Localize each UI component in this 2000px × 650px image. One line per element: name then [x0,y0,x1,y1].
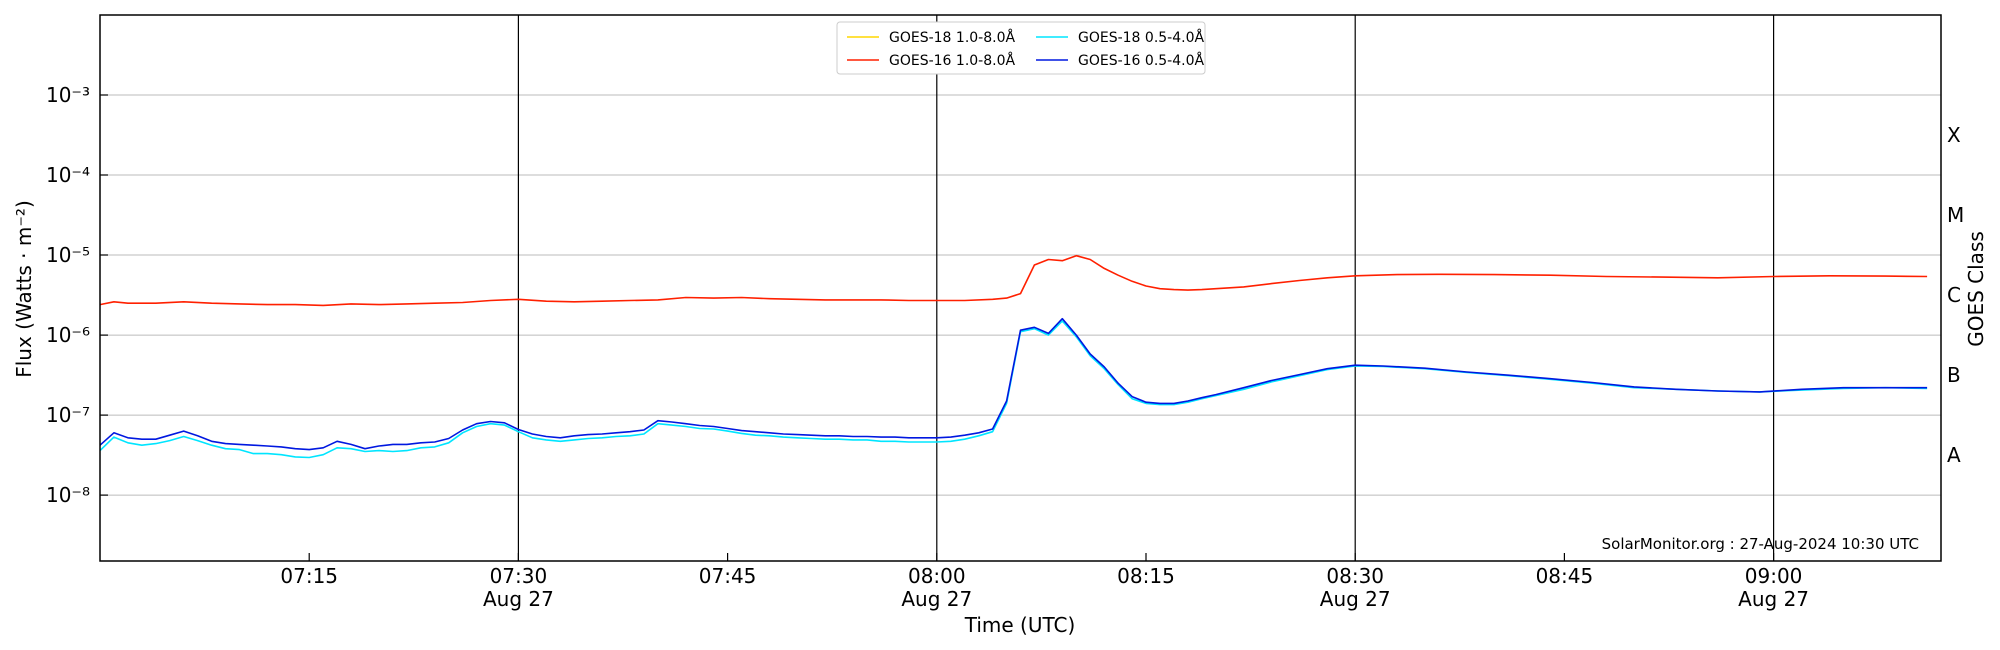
y-tick-label: 10⁻⁴ [46,163,90,187]
x-tick-label: 08:00 [908,564,966,588]
series-line-2 [99,320,1928,459]
y-axis-title: Flux (Watts · m⁻²) [12,200,36,378]
y-tick-label: 10⁻⁵ [46,243,90,267]
x-tick-label: 08:30 [1326,564,1384,588]
legend-label: GOES-18 0.5-4.0Å [1078,29,1204,46]
plot-frame [99,14,1942,562]
x-tick-date-label: Aug 27 [1738,587,1809,611]
y-tick-label: 10⁻⁸ [46,483,90,507]
y2-axis-title: GOES Class [1964,231,1988,347]
x-tick-label: 07:15 [280,564,338,588]
x-axis-title: Time (UTC) [964,613,1076,637]
vertical-gridlines [517,15,1775,561]
credit-text: SolarMonitor.org : 27-Aug-2024 10:30 UTC [1602,535,1919,553]
legend-label: GOES-16 0.5-4.0Å [1078,52,1204,69]
series-lines [99,254,1928,459]
legend: GOES-18 1.0-8.0Å GOES-16 1.0-8.0Å GOES-18 … [836,21,1206,75]
goes-class-x: X [1947,123,1961,147]
y-axis-ticks: 10⁻⁸ 10⁻⁷ 10⁻⁶ 10⁻⁵ 10⁻⁴ 10⁻³ [46,83,108,507]
x-tick-label: 08:15 [1117,564,1175,588]
goes-class-b: B [1947,363,1961,387]
legend-box [836,21,1206,75]
legend-label: GOES-18 1.0-8.0Å [889,29,1015,46]
goes-class-a: A [1947,443,1961,467]
legend-label: GOES-16 1.0-8.0Å [889,52,1015,69]
x-tick-date-label: Aug 27 [901,587,972,611]
y-tick-label: 10⁻³ [46,83,90,107]
series-line-1 [99,254,1928,307]
goes-class-c: C [1947,283,1961,307]
series-line-3 [99,317,1928,451]
x-tick-label: 09:00 [1745,564,1803,588]
y-tick-label: 10⁻⁶ [46,323,90,347]
goes-class-m: M [1947,203,1964,227]
x-tick-label: 08:45 [1536,564,1594,588]
x-tick-date-label: Aug 27 [1320,587,1391,611]
x-tick-label: 07:45 [699,564,757,588]
x-tick-date-label: Aug 27 [483,587,554,611]
y-tick-label: 10⁻⁷ [46,403,90,427]
goes-class-labels: A B C M X [1947,123,1964,467]
x-tick-label: 07:30 [490,564,548,588]
